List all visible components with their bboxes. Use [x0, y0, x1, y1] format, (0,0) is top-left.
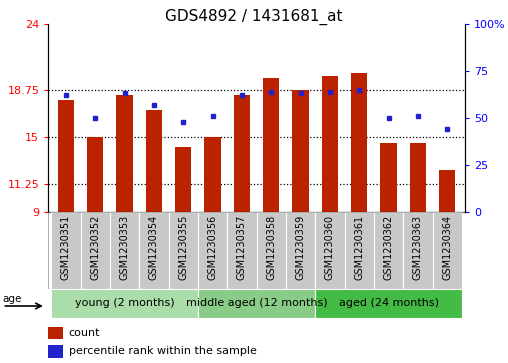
Bar	[403, 212, 432, 289]
Bar	[51, 289, 198, 318]
Bar	[374, 212, 403, 289]
Bar	[146, 110, 162, 212]
Text: middle aged (12 months): middle aged (12 months)	[186, 298, 327, 308]
Text: GSM1230354: GSM1230354	[149, 215, 159, 280]
Bar	[432, 212, 462, 289]
Text: GSM1230364: GSM1230364	[442, 215, 452, 280]
Bar	[322, 76, 338, 212]
Bar	[293, 90, 309, 212]
Text: GSM1230362: GSM1230362	[384, 215, 394, 280]
Bar	[204, 137, 220, 212]
Bar	[169, 212, 198, 289]
Bar	[198, 212, 227, 289]
Text: aged (24 months): aged (24 months)	[338, 298, 438, 308]
Text: GSM1230355: GSM1230355	[178, 215, 188, 280]
Bar	[198, 289, 315, 318]
Bar	[344, 212, 374, 289]
Text: percentile rank within the sample: percentile rank within the sample	[69, 346, 257, 356]
Text: GSM1230361: GSM1230361	[354, 215, 364, 280]
Text: GSM1230358: GSM1230358	[266, 215, 276, 280]
Bar	[315, 212, 344, 289]
Bar	[380, 143, 397, 212]
Bar	[139, 212, 169, 289]
Bar	[116, 95, 133, 212]
Text: GSM1230351: GSM1230351	[61, 215, 71, 280]
Bar	[351, 73, 367, 212]
Text: GDS4892 / 1431681_at: GDS4892 / 1431681_at	[165, 9, 343, 25]
Bar	[234, 95, 250, 212]
Text: age: age	[3, 294, 22, 304]
Text: GSM1230357: GSM1230357	[237, 215, 247, 280]
Bar	[48, 327, 63, 339]
Bar	[175, 147, 192, 212]
Bar	[227, 212, 257, 289]
Bar	[439, 170, 455, 212]
Text: young (2 months): young (2 months)	[75, 298, 174, 308]
Text: GSM1230352: GSM1230352	[90, 215, 100, 280]
Text: GSM1230359: GSM1230359	[296, 215, 305, 280]
Bar	[51, 212, 81, 289]
Bar	[110, 212, 139, 289]
Text: GSM1230363: GSM1230363	[413, 215, 423, 280]
Bar	[81, 212, 110, 289]
Text: GSM1230360: GSM1230360	[325, 215, 335, 280]
Text: GSM1230353: GSM1230353	[119, 215, 130, 280]
Bar	[286, 212, 315, 289]
Bar	[87, 137, 103, 212]
Bar	[410, 143, 426, 212]
Bar	[257, 212, 286, 289]
Text: count: count	[69, 328, 100, 338]
Bar	[315, 289, 462, 318]
Bar	[263, 78, 279, 212]
Bar	[48, 345, 63, 358]
Text: GSM1230356: GSM1230356	[208, 215, 217, 280]
Bar	[58, 100, 74, 212]
